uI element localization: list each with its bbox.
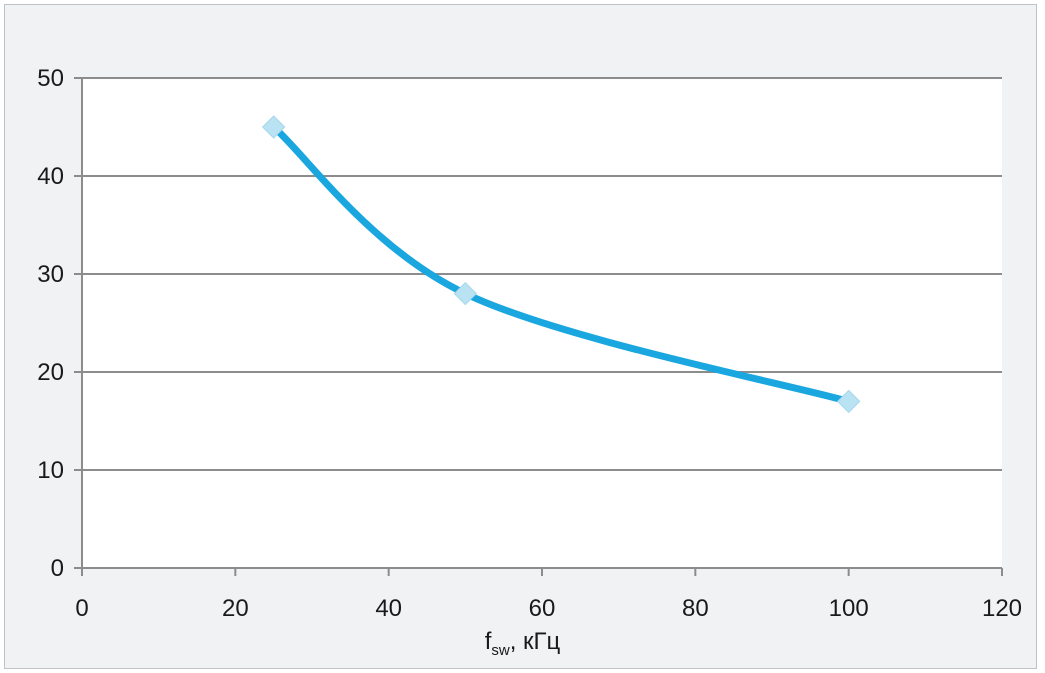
x-tick-label: 40 <box>375 595 402 622</box>
tick-labels: 0 10 20 30 40 50 0 20 40 60 80 100 120 <box>37 65 1022 622</box>
x-axis-label-rest: , кГц <box>509 628 561 655</box>
y-tick-label: 50 <box>37 65 64 92</box>
y-tick-label: 0 <box>51 555 64 582</box>
x-axis-label: fsw, кГц <box>0 628 1045 659</box>
y-tick-label: 10 <box>37 457 64 484</box>
x-tick-label: 20 <box>222 595 249 622</box>
x-axis-label-main: f <box>484 628 492 655</box>
x-axis-label-subscript: sw <box>491 642 510 659</box>
y-tick-label: 20 <box>37 359 64 386</box>
data-point-marker <box>261 115 286 139</box>
x-tick-label: 0 <box>75 595 88 622</box>
x-tick-label: 100 <box>829 595 869 622</box>
y-tick-label: 40 <box>37 163 64 190</box>
x-tick-label: 80 <box>682 595 709 622</box>
series-line <box>270 123 853 405</box>
x-tick-label: 60 <box>529 595 556 622</box>
data-point-marker <box>453 281 478 306</box>
grid-lines <box>82 77 1002 471</box>
data-point-marker <box>836 389 861 414</box>
axes <box>74 77 1003 576</box>
x-tick-label: 120 <box>982 595 1022 622</box>
series-layer <box>261 115 861 414</box>
y-tick-label: 30 <box>37 261 64 288</box>
